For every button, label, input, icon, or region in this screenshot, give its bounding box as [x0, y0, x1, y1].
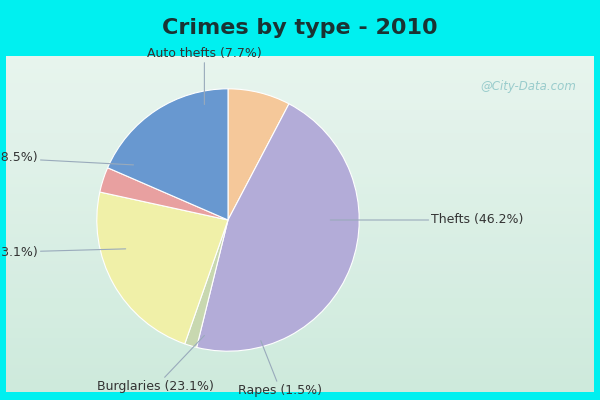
- Text: @City-Data.com: @City-Data.com: [481, 80, 577, 92]
- Wedge shape: [197, 104, 359, 351]
- Text: Assaults (18.5%): Assaults (18.5%): [0, 150, 134, 165]
- Wedge shape: [228, 89, 289, 220]
- Wedge shape: [185, 220, 228, 347]
- Text: Auto thefts (7.7%): Auto thefts (7.7%): [147, 47, 262, 104]
- Wedge shape: [97, 192, 228, 344]
- Text: Thefts (46.2%): Thefts (46.2%): [331, 214, 524, 226]
- Wedge shape: [100, 168, 228, 220]
- Text: Rapes (1.5%): Rapes (1.5%): [238, 341, 322, 397]
- Wedge shape: [107, 89, 228, 220]
- Text: Burglaries (23.1%): Burglaries (23.1%): [97, 336, 214, 393]
- Text: Robberies (3.1%): Robberies (3.1%): [0, 246, 125, 259]
- Text: Crimes by type - 2010: Crimes by type - 2010: [162, 18, 438, 38]
